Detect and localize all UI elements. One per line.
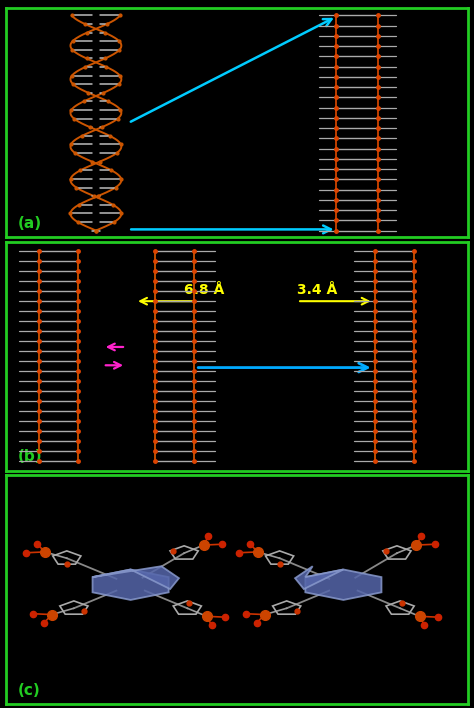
Text: (a): (a) [17, 216, 41, 232]
Text: (c): (c) [17, 683, 40, 697]
Text: 6.8 Å: 6.8 Å [184, 282, 224, 297]
Polygon shape [305, 569, 382, 600]
Polygon shape [295, 566, 343, 589]
Text: 3.4 Å: 3.4 Å [297, 282, 337, 297]
Polygon shape [92, 566, 179, 589]
Text: (b): (b) [17, 450, 42, 464]
Polygon shape [92, 569, 169, 600]
